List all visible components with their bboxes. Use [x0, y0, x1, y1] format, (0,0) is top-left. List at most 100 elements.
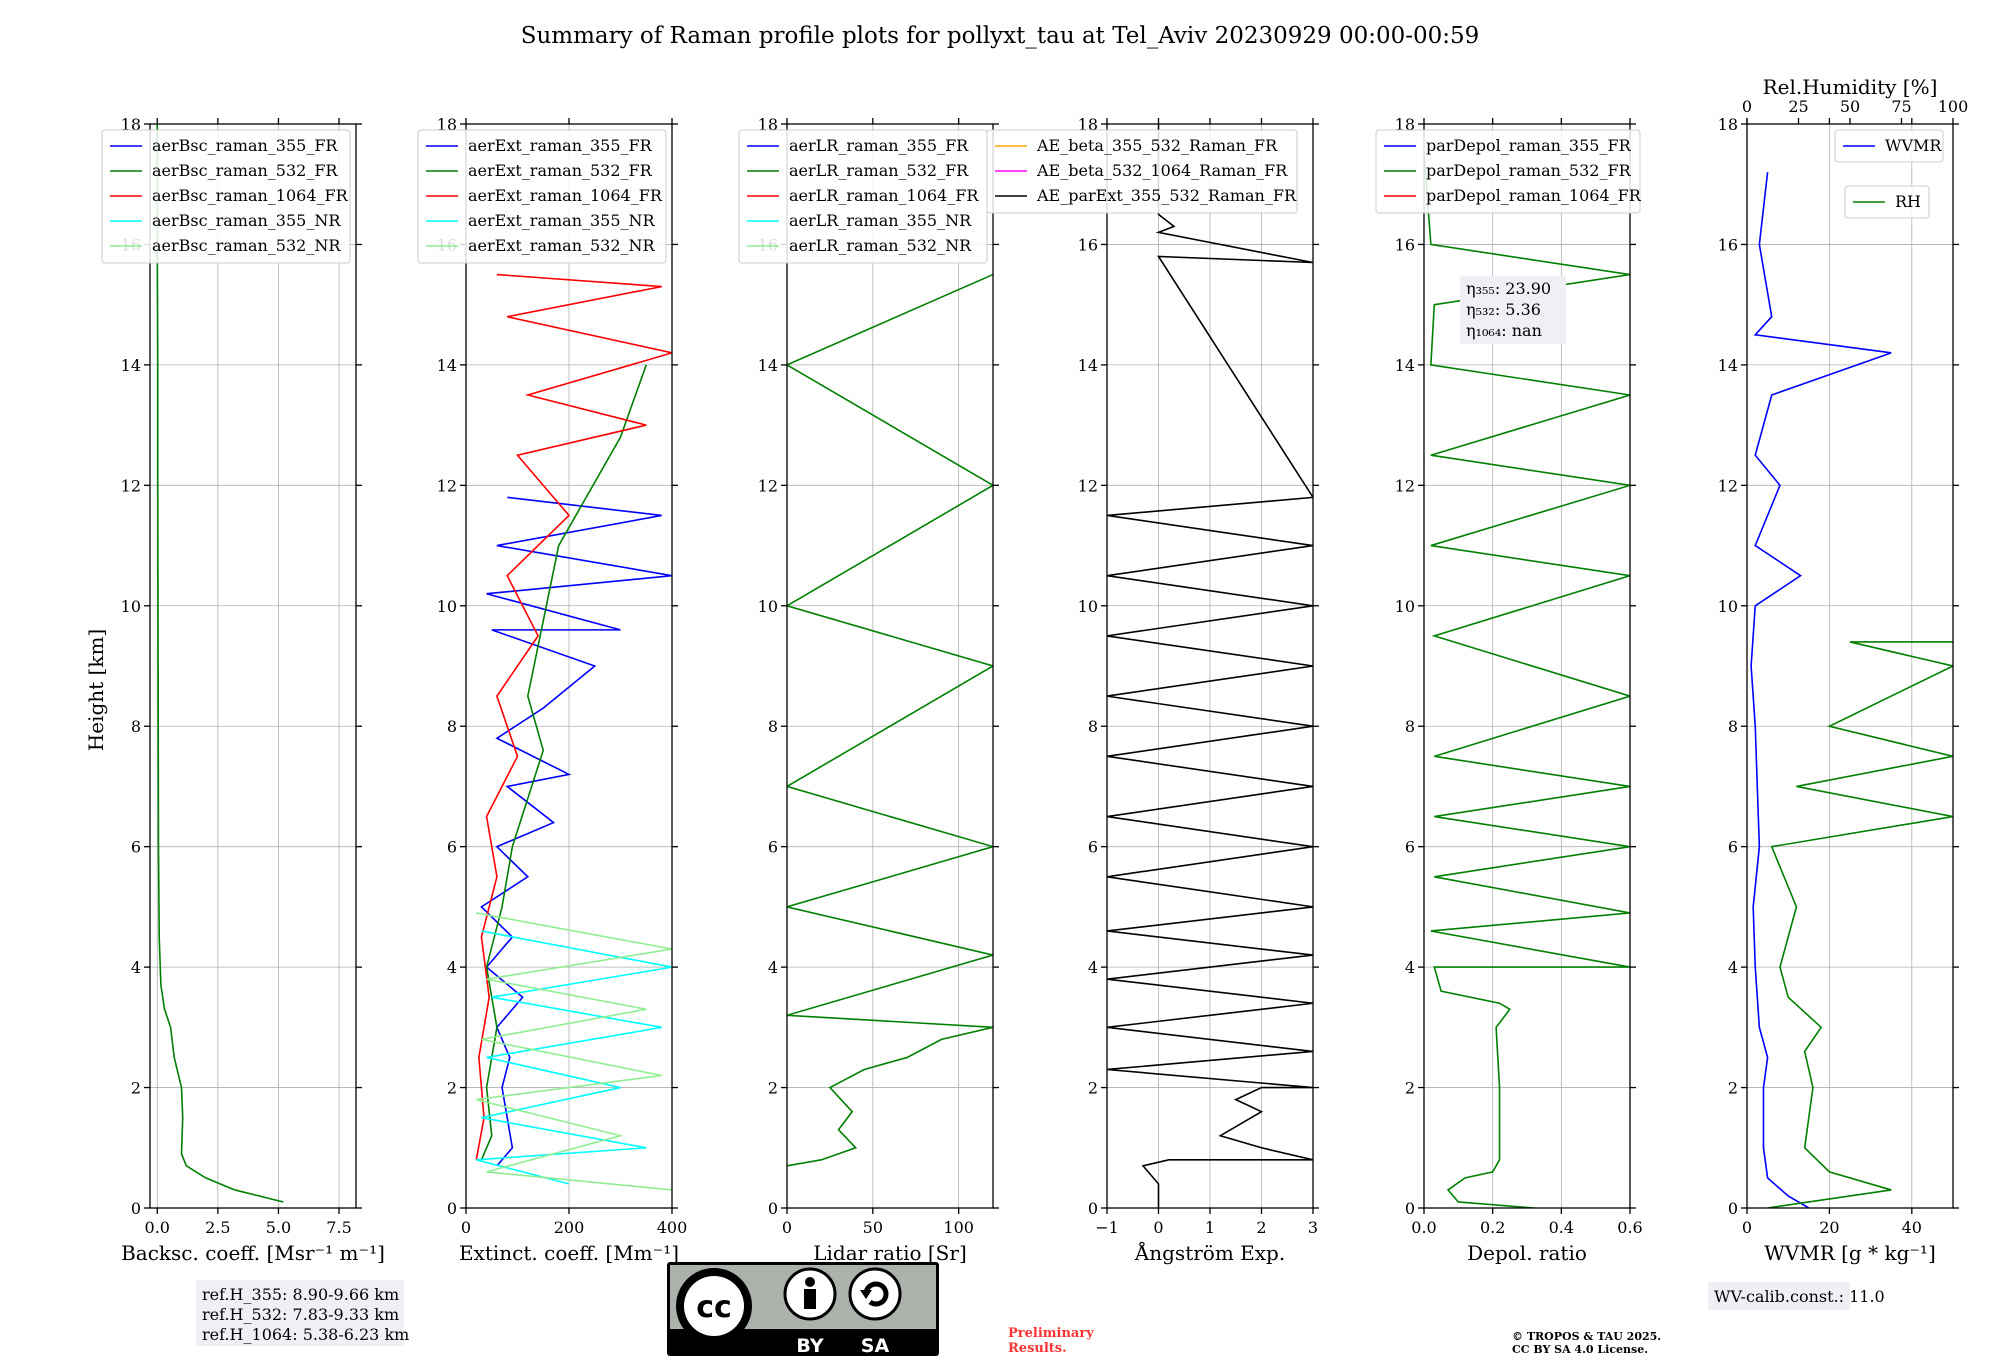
y-tick-label: 8 — [447, 717, 457, 736]
x-axis-label: Lidar ratio [Sr] — [813, 1241, 967, 1265]
y-tick-label: 16 — [1395, 235, 1415, 254]
legend-label: aerLR_raman_532_FR — [789, 161, 969, 180]
y-tick-label: 10 — [1395, 597, 1415, 616]
x2-axis-label: Rel.Humidity [%] — [1763, 75, 1938, 99]
preliminary-line-2: Results. — [1008, 1341, 1067, 1356]
y-tick-label: 18 — [1718, 115, 1738, 134]
y-tick-label: 6 — [1088, 838, 1098, 857]
legend: aerBsc_raman_355_FR aerBsc_raman_532_FRae… — [101, 129, 351, 264]
legend-frame — [986, 129, 1298, 214]
x-tick-label: 0.6 — [1617, 1218, 1642, 1237]
x-axis-label: Depol. ratio — [1467, 1241, 1587, 1265]
y-tick-label: 16 — [1718, 235, 1738, 254]
y-tick-label: 4 — [1088, 958, 1098, 977]
y-tick-label: 18 — [1395, 115, 1415, 134]
x2-tick-label: 50 — [1840, 97, 1860, 116]
x-tick-label: 50 — [863, 1218, 883, 1237]
y-tick-label: 18 — [121, 115, 141, 134]
eta-annotation: η₃₅₅: 23.90 η₅₃₂: 5.36 η₁₀₆₄: nan — [1460, 276, 1566, 344]
y-tick-label: 12 — [437, 476, 457, 495]
x-tick-label: 2.5 — [205, 1218, 230, 1237]
legend-label: aerExt_raman_532_NR — [468, 236, 656, 255]
x-tick-label: 1 — [1205, 1218, 1215, 1237]
legend-label: aerBsc_raman_532_NR — [152, 236, 341, 255]
x-tick-label: 100 — [943, 1218, 974, 1237]
svg-text:cc: cc — [696, 1290, 732, 1325]
y-tick-label: 6 — [1405, 838, 1415, 857]
ref-height-355: ref.H_355: 8.90-9.66 km — [202, 1285, 399, 1304]
wv-calib-const: WV-calib.const.: 11.0 — [1714, 1287, 1885, 1306]
legend-label: AE_beta_532_1064_Raman_FR — [1036, 161, 1288, 180]
y-tick-label: 4 — [1728, 958, 1738, 977]
y-tick-label: 18 — [1078, 115, 1098, 134]
copyright-line-2: CC BY SA 4.0 License. — [1512, 1343, 1648, 1356]
y-tick-label: 6 — [447, 838, 457, 857]
y-tick-label: 12 — [1078, 476, 1098, 495]
legend: aerExt_raman_355_FR aerExt_raman_532_FRae… — [417, 129, 667, 264]
x-tick-label: 0 — [1742, 1218, 1752, 1237]
y-axis-label: Height [km] — [84, 629, 108, 751]
legend-label: aerBsc_raman_532_FR — [152, 161, 338, 180]
y-tick-label: 14 — [437, 356, 457, 375]
legend-label: RH — [1895, 192, 1921, 211]
y-tick-label: 8 — [1405, 717, 1415, 736]
y-tick-label: 0 — [131, 1199, 141, 1218]
y-tick-label: 14 — [1395, 356, 1415, 375]
legend-frame — [417, 129, 667, 264]
ref-height-box: ref.H_355: 8.90-9.66 km ref.H_532: 7.83-… — [196, 1280, 409, 1346]
wv-calib-box: WV-calib.const.: 11.0 — [1708, 1282, 1885, 1310]
y-tick-label: 14 — [121, 356, 141, 375]
x-tick-label: −1 — [1095, 1218, 1119, 1237]
y-tick-label: 4 — [768, 958, 778, 977]
x-tick-label: 400 — [657, 1218, 688, 1237]
series-line-aerBsc_raman_532_FR — [156, 124, 284, 1203]
legend-label: aerBsc_raman_355_NR — [152, 211, 341, 230]
sa-share-icon — [848, 1267, 902, 1321]
legend-frame — [1844, 185, 1930, 219]
ref-height-1064: ref.H_1064: 5.38-6.23 km — [202, 1325, 409, 1344]
legend-label: aerExt_raman_1064_FR — [468, 186, 663, 205]
y-tick-label: 8 — [1088, 717, 1098, 736]
x-tick-label: 20 — [1819, 1218, 1839, 1237]
y-tick-label: 0 — [1728, 1199, 1738, 1218]
legend: parDepol_raman_355_FR parDepol_raman_532_… — [1375, 129, 1642, 214]
legend-label: aerExt_raman_532_FR — [468, 161, 653, 180]
legend-label: parDepol_raman_355_FR — [1426, 136, 1632, 155]
y-tick-label: 2 — [131, 1079, 141, 1098]
eta-value: η₅₃₂: 5.36 — [1466, 300, 1541, 319]
legend-label: aerBsc_raman_355_FR — [152, 136, 338, 155]
legend: aerLR_raman_355_FR aerLR_raman_532_FR aerL… — [738, 129, 988, 264]
axes-frame — [1423, 123, 1631, 1209]
y-tick-label: 4 — [131, 958, 141, 977]
x-axis-label: Backsc. coeff. [Msr⁻¹ m⁻¹] — [121, 1241, 385, 1265]
legend-label: aerLR_raman_532_NR — [789, 236, 972, 255]
y-tick-label: 10 — [1078, 597, 1098, 616]
axes-frame — [149, 123, 357, 1209]
x-tick-label: 0 — [782, 1218, 792, 1237]
x-axis-label: WVMR [g * kg⁻¹] — [1764, 1241, 1936, 1265]
copyright-line-1: © TROPOS & TAU 2025. — [1512, 1330, 1661, 1343]
series-line-aerLR_raman_532_FR — [787, 273, 993, 1167]
legend-label: aerExt_raman_355_FR — [468, 136, 653, 155]
cc-icon — [684, 1276, 744, 1336]
legend-frame — [101, 129, 351, 264]
y-tick-label: 14 — [1078, 356, 1098, 375]
y-tick-label: 14 — [1718, 356, 1738, 375]
y-tick-label: 16 — [1078, 235, 1098, 254]
y-tick-label: 18 — [758, 115, 778, 134]
eta-value: η₁₀₆₄: nan — [1466, 321, 1542, 340]
legend-label: aerLR_raman_355_NR — [789, 211, 972, 230]
y-tick-label: 6 — [768, 838, 778, 857]
legend-wvmr: WVMR — [1834, 129, 1944, 163]
x-tick-label: 0 — [1153, 1218, 1163, 1237]
legend-label: parDepol_raman_1064_FR — [1426, 186, 1642, 205]
legend-label: WVMR — [1885, 136, 1942, 155]
panel-3: 024681012141618050100Lidar ratio [Sr]aer… — [738, 115, 999, 1265]
y-tick-label: 10 — [758, 597, 778, 616]
cc-by-label: BY — [796, 1335, 823, 1357]
y-tick-label: 12 — [1718, 476, 1738, 495]
y-tick-label: 0 — [1088, 1199, 1098, 1218]
x-axis-label: Extinct. coeff. [Mm⁻¹] — [459, 1241, 679, 1265]
